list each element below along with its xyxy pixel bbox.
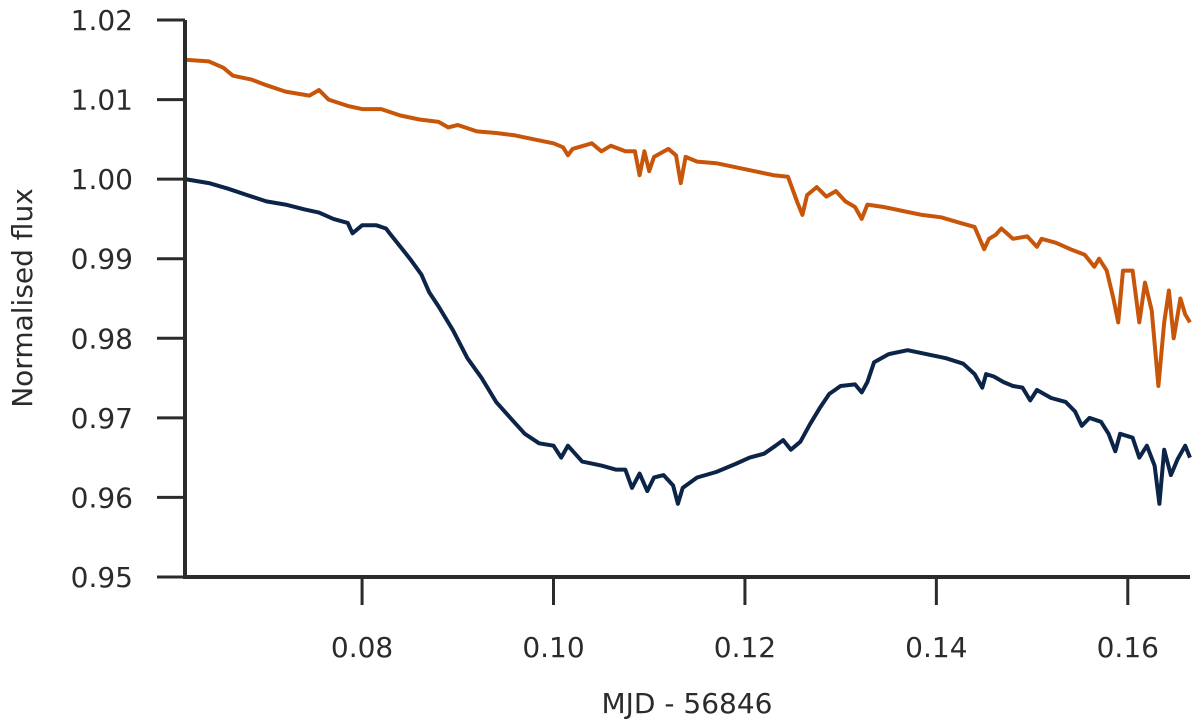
y-ticks: 0.95 0.96 0.97 0.98 0.99 1.00 1.01 1.02 [71,4,185,594]
y-tick-label: 0.98 [71,322,133,355]
x-tick-label: 0.08 [331,631,393,664]
y-tick-label: 0.96 [71,481,133,514]
series-line-1 [184,57,1192,388]
x-tick-label: 0.10 [522,631,584,664]
y-tick-label: 0.95 [71,561,133,594]
y-tick-label: 1.01 [71,84,133,117]
y-axis-label: Normalised flux [6,188,39,408]
y-tick-label: 1.00 [71,163,133,196]
x-tick-label: 0.14 [905,631,967,664]
y-tick-label: 0.99 [71,243,133,276]
x-axis-label: MJD - 56846 [602,687,773,720]
y-tick-label: 1.02 [71,4,133,37]
series-line-2 [184,177,1192,506]
x-ticks: 0.08 0.10 0.12 0.14 0.16 [331,577,1159,664]
x-tick-label: 0.16 [1097,631,1159,664]
y-tick-label: 0.97 [71,402,133,435]
series-layer [184,57,1192,506]
x-tick-label: 0.12 [714,631,776,664]
